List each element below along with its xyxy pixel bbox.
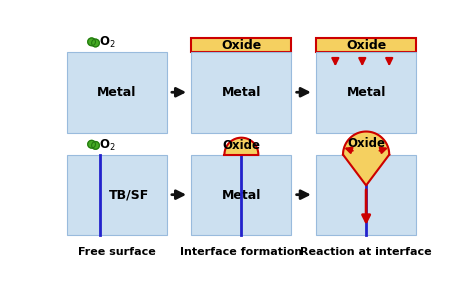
Text: Oxide: Oxide [347,137,385,150]
Polygon shape [343,131,389,186]
Circle shape [88,141,95,148]
Text: Oxide: Oxide [222,139,260,152]
Text: O$_2$: O$_2$ [99,35,115,50]
Text: O$_2$: O$_2$ [99,138,115,153]
Text: Interface formation: Interface formation [180,248,302,258]
Text: Oxide: Oxide [346,39,386,52]
Polygon shape [225,138,258,155]
Bar [66,155,167,235]
Text: Reaction at interface: Reaction at interface [301,248,432,258]
Circle shape [88,38,95,46]
Circle shape [91,39,100,47]
Text: Metal: Metal [222,188,261,202]
Bar [316,155,416,235]
Text: Free surface: Free surface [78,248,155,258]
Text: Metal: Metal [97,86,137,99]
Circle shape [91,141,100,149]
Bar [191,38,292,52]
Bar [316,52,416,133]
Bar [316,38,416,52]
Text: Oxide: Oxide [221,39,262,52]
Text: Metal: Metal [222,86,261,99]
Bar [66,52,167,133]
Text: Metal: Metal [346,86,386,99]
Bar [191,52,292,133]
Text: TB/SF: TB/SF [109,188,149,201]
Bar [191,155,292,235]
